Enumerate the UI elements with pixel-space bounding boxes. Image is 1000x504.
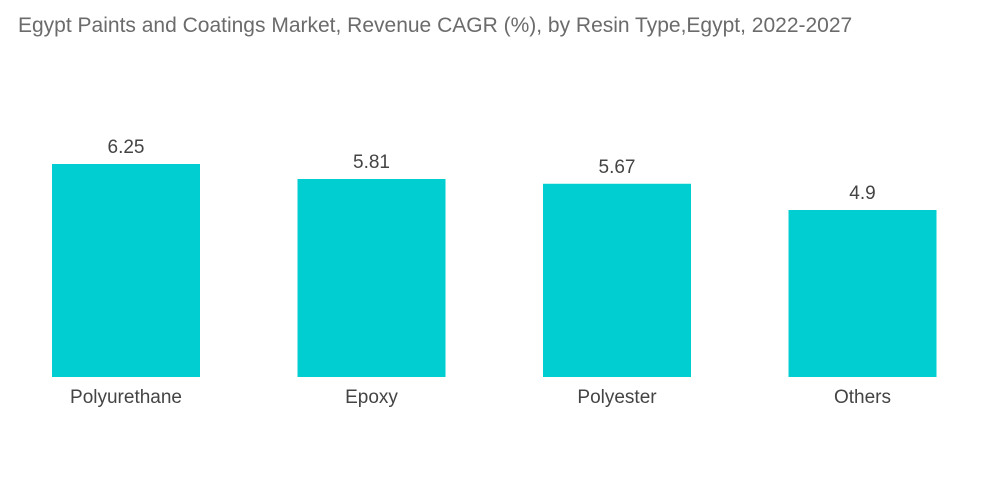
bar-value-label-epoxy: 5.81 (353, 152, 390, 173)
value-labels-group: 6.25 5.81 5.67 4.9 (108, 137, 876, 204)
x-tick-label-polyester: Polyester (577, 387, 657, 408)
bar-epoxy (297, 178, 446, 377)
x-tick-label-epoxy: Epoxy (345, 387, 398, 408)
bar-polyurethane (52, 164, 200, 377)
bars-group (52, 164, 937, 377)
chart-title: Egypt Paints and Coatings Market, Revenu… (18, 14, 853, 37)
x-tick-label-polyurethane: Polyurethane (70, 387, 182, 408)
bar-polyester (543, 183, 691, 377)
x-tick-labels-group: Polyurethane Epoxy Polyester Others (70, 387, 891, 408)
bar-value-label-polyester: 5.67 (599, 157, 636, 178)
bar-value-label-others: 4.9 (849, 183, 875, 204)
x-tick-label-others: Others (834, 387, 891, 408)
bar-value-label-polyurethane: 6.25 (108, 137, 145, 158)
bar-others (788, 210, 937, 377)
